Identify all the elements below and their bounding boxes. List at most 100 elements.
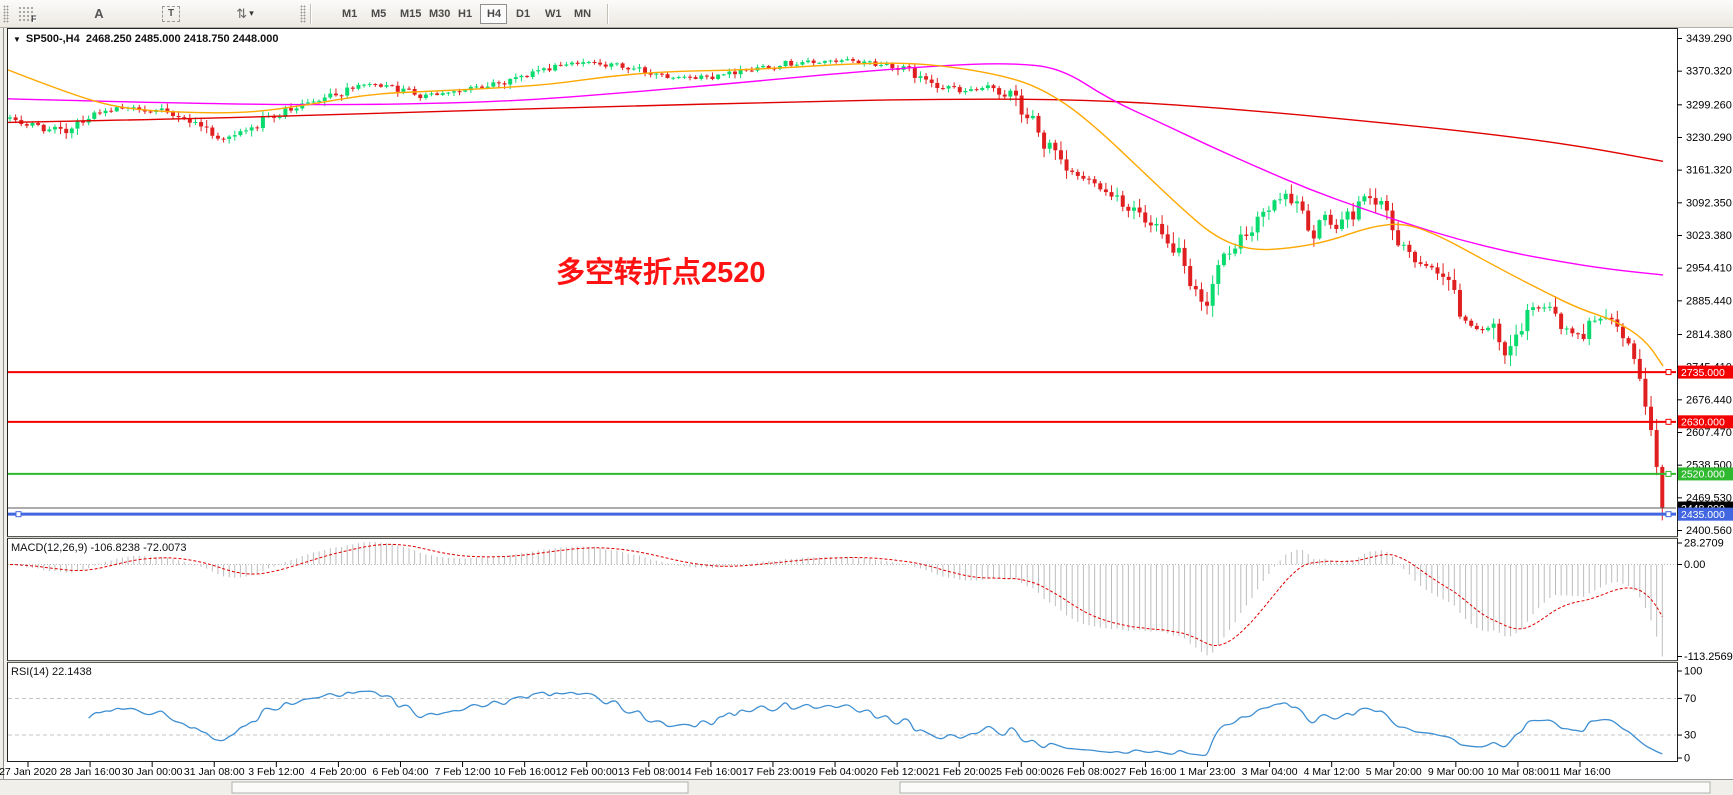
svg-text:3230.290: 3230.290	[1686, 132, 1732, 144]
ma-slow-red-line	[8, 98, 1664, 163]
time-axis-labels: 27 Jan 2020 28 Jan 16:00 30 Jan 00:00 31 Ja…	[0, 762, 1611, 778]
status-bar-segment-2	[899, 781, 1711, 794]
toolbar-separator	[310, 3, 312, 24]
macd-panel[interactable]	[7, 538, 1678, 661]
svg-text:21 Feb 20:00: 21 Feb 20:00	[928, 766, 990, 778]
toolbar-separator-2	[607, 3, 609, 24]
price-tag-2520: 2520.000	[1678, 467, 1733, 481]
svg-text:28 Jan 16:00: 28 Jan 16:00	[60, 766, 121, 778]
status-bar-segment-1	[231, 781, 689, 794]
panel-splitter-rsi[interactable]	[7, 660, 1678, 663]
macd-indicator-label: MACD(12,26,9) -106.8238 -72.0073	[11, 542, 187, 554]
svg-text:3 Feb 12:00: 3 Feb 12:00	[248, 766, 304, 778]
svg-text:2676.440: 2676.440	[1686, 394, 1732, 406]
timeframe-button-w1[interactable]: W1	[538, 4, 565, 24]
symbol-dropdown-icon[interactable]: ▼	[13, 35, 21, 44]
ma-fast-orange-line	[8, 62, 1664, 367]
timeframe-button-m5[interactable]: M5	[364, 4, 391, 24]
svg-text:3299.260: 3299.260	[1686, 99, 1732, 111]
timeframe-button-mn[interactable]: MN	[567, 4, 594, 24]
f-grid-icon: F	[17, 6, 37, 24]
macd-axis-labels: 28.2709 0.00 -113.2569	[1677, 538, 1733, 663]
svg-text:12 Feb 00:00: 12 Feb 00:00	[556, 766, 618, 778]
svg-text:2954.410: 2954.410	[1686, 263, 1732, 275]
arrows-dropdown-icon: ▾	[249, 8, 254, 18]
price-tag-2630: 2630.000	[1678, 415, 1733, 429]
svg-text:70: 70	[1684, 693, 1696, 705]
horizontal-lines	[8, 369, 1676, 518]
svg-text:2435.000: 2435.000	[1681, 509, 1725, 521]
rsi-panel[interactable]	[7, 662, 1678, 762]
line-handle-right-2435[interactable]	[1665, 511, 1672, 518]
svg-text:3439.290: 3439.290	[1686, 33, 1732, 45]
line-handle-left-2435[interactable]	[15, 511, 22, 518]
timeframe-button-h1[interactable]: H1	[451, 4, 478, 24]
svg-text:0.00: 0.00	[1684, 559, 1705, 571]
svg-text:3161.320: 3161.320	[1686, 165, 1732, 177]
timeframe-button-m15[interactable]: M15	[393, 4, 421, 24]
svg-text:2735.000: 2735.000	[1681, 367, 1725, 379]
rsi-indicator-label: RSI(14) 22.1438	[11, 666, 92, 678]
timeframe-button-d1[interactable]: D1	[509, 4, 536, 24]
fibonacci-grid-tool-button[interactable]: F	[13, 3, 39, 25]
svg-text:14 Feb 16:00: 14 Feb 16:00	[680, 766, 742, 778]
timeframe-button-m1[interactable]: M1	[335, 4, 362, 24]
arrows-icon: ⇅	[236, 5, 248, 21]
svg-text:27 Jan 2020: 27 Jan 2020	[0, 766, 57, 778]
rsi-line	[88, 690, 1663, 757]
timeframe-group: M1 M5 M15 M30 H1 H4 D1 W1 MN	[334, 3, 595, 24]
timeframe-button-m30[interactable]: M30	[422, 4, 450, 24]
svg-text:0: 0	[1684, 753, 1690, 765]
moving-averages	[8, 62, 1664, 367]
toolbar-grip-2[interactable]	[300, 4, 306, 23]
svg-text:9 Mar 00:00: 9 Mar 00:00	[1428, 766, 1484, 778]
price-tag-2435: 2435.000	[1678, 507, 1733, 521]
svg-text:-113.2569: -113.2569	[1684, 651, 1733, 663]
text-label-tool-button[interactable]: T	[158, 3, 184, 25]
timeframe-button-h4[interactable]: H4	[480, 3, 507, 24]
svg-text:31 Jan 08:00: 31 Jan 08:00	[184, 766, 245, 778]
rsi-value: 22.1438	[51, 666, 92, 678]
chart-ohlc-title: ▼ SP500-,H4 2468.250 2485.000 2418.750 24…	[13, 33, 279, 45]
line-handle-right-2630[interactable]	[1665, 418, 1672, 425]
svg-text:10 Mar 08:00: 10 Mar 08:00	[1487, 766, 1549, 778]
macd-name: MACD(12,26,9)	[11, 542, 88, 554]
svg-text:2885.440: 2885.440	[1686, 295, 1732, 307]
toolbar-grip[interactable]	[3, 4, 9, 23]
price-axis-column	[1678, 28, 1733, 779]
line-handle-right-2520[interactable]	[1665, 470, 1672, 477]
macd-signal-line	[9, 543, 1663, 647]
time-axis-strip	[4, 762, 1733, 779]
svg-text:2400.560: 2400.560	[1686, 525, 1732, 537]
price-tag-2735: 2735.000	[1678, 365, 1733, 379]
svg-text:7 Feb 12:00: 7 Feb 12:00	[435, 766, 491, 778]
svg-text:4 Mar 12:00: 4 Mar 12:00	[1304, 766, 1360, 778]
line-handle-right-2735[interactable]	[1665, 369, 1672, 376]
svg-text:1 Mar 23:00: 1 Mar 23:00	[1179, 766, 1235, 778]
svg-text:2814.380: 2814.380	[1686, 329, 1732, 341]
svg-text:3 Mar 04:00: 3 Mar 04:00	[1242, 766, 1298, 778]
chart-text-annotation[interactable]: 多空转折点2520	[556, 257, 766, 289]
svg-text:26 Feb 08:00: 26 Feb 08:00	[1052, 766, 1114, 778]
svg-text:3023.380: 3023.380	[1686, 230, 1732, 242]
svg-text:19 Feb 04:00: 19 Feb 04:00	[804, 766, 866, 778]
panel-splitter-macd[interactable]	[7, 536, 1678, 539]
svg-text:30 Jan 00:00: 30 Jan 00:00	[122, 766, 183, 778]
svg-text:20 Feb 12:00: 20 Feb 12:00	[866, 766, 928, 778]
svg-text:5 Mar 20:00: 5 Mar 20:00	[1366, 766, 1422, 778]
macd-signal-value: -72.0073	[143, 542, 187, 554]
macd-histogram	[15, 541, 1663, 657]
svg-text:2607.470: 2607.470	[1686, 427, 1732, 439]
toolbar: F A T ⇅ ▾ M1 M5 M15 M30 H1 H4 D1 W1 MN	[0, 0, 1733, 28]
svg-text:4 Feb 20:00: 4 Feb 20:00	[310, 766, 366, 778]
text-label-icon: T	[162, 5, 180, 22]
svg-text:6 Feb 04:00: 6 Feb 04:00	[372, 766, 428, 778]
svg-text:28.2709: 28.2709	[1684, 538, 1724, 550]
svg-text:17 Feb 23:00: 17 Feb 23:00	[742, 766, 804, 778]
text-tool-button[interactable]: A	[86, 3, 112, 25]
arrows-tool-button[interactable]: ⇅ ▾	[232, 3, 258, 25]
svg-text:11 Mar 16:00: 11 Mar 16:00	[1549, 766, 1610, 778]
rsi-name: RSI(14)	[11, 666, 49, 678]
